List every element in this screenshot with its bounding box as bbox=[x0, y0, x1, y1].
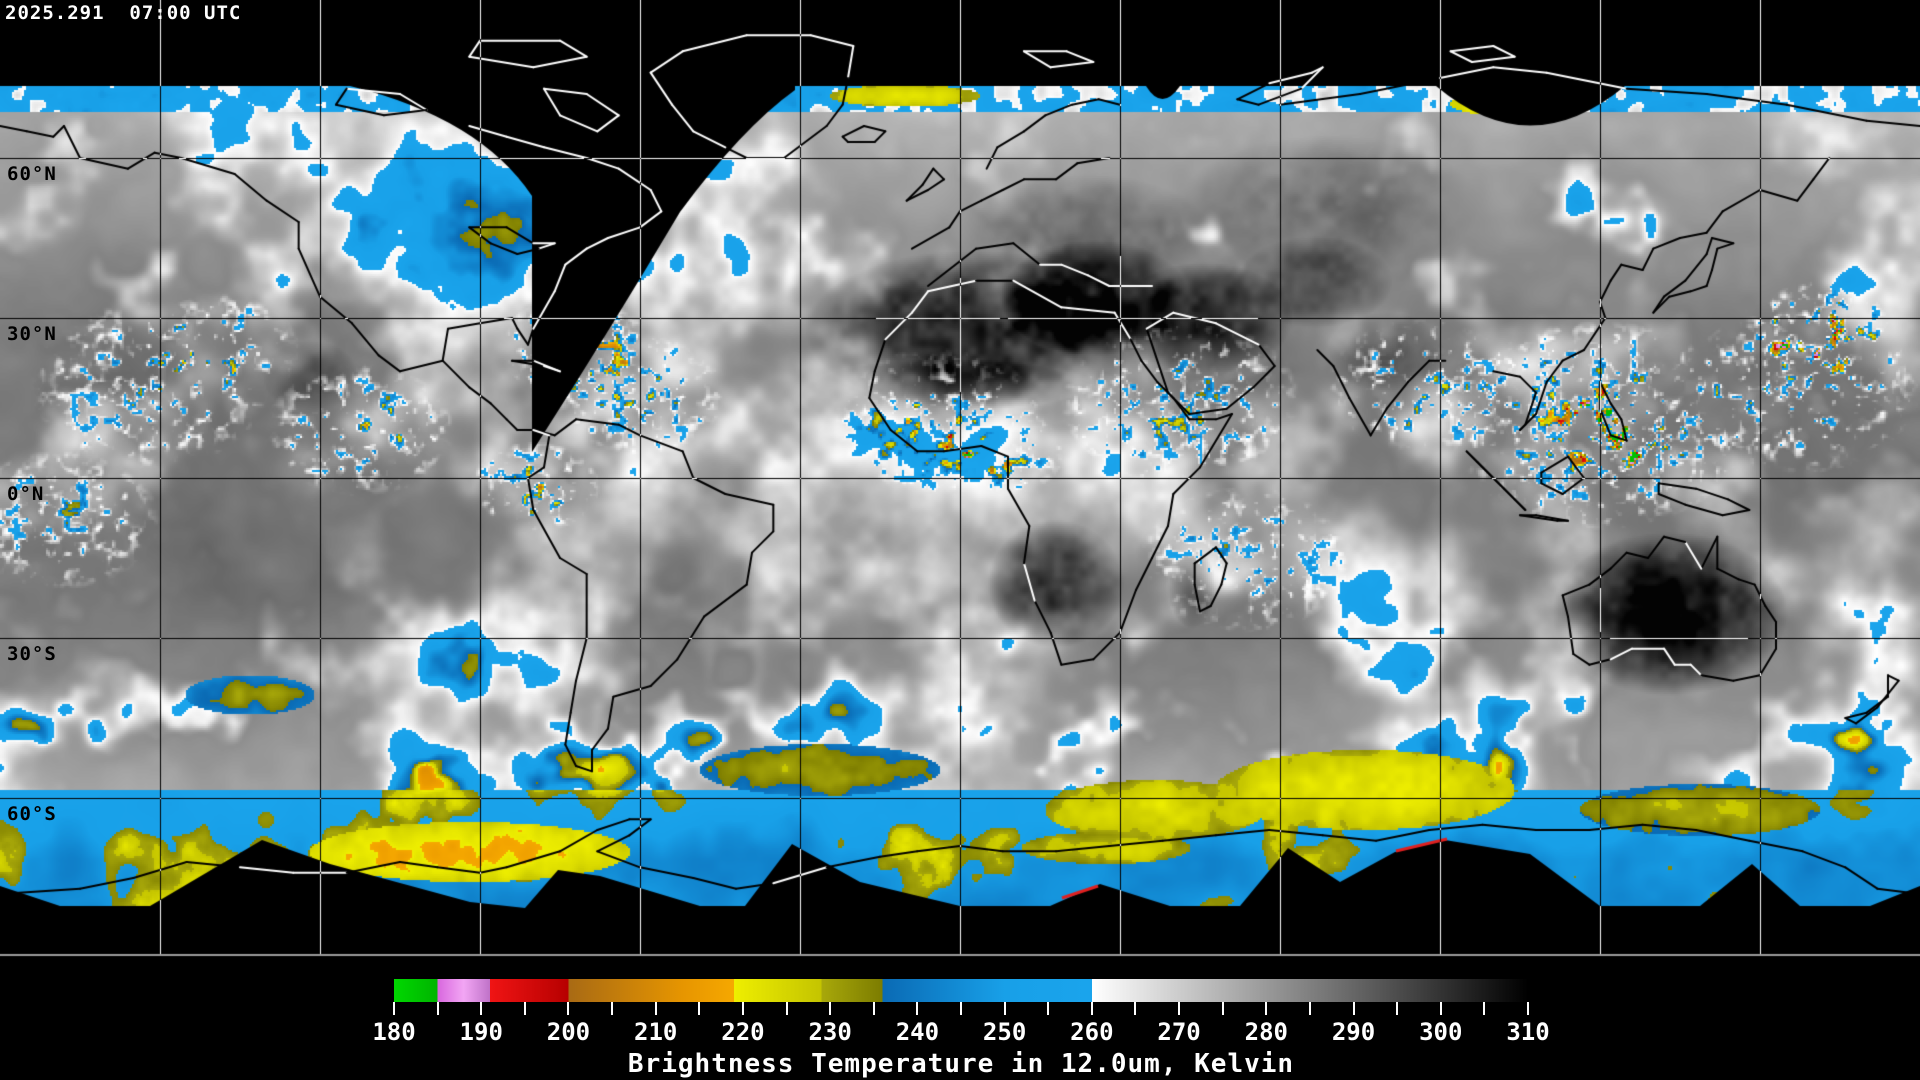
latitude-label: 60°S bbox=[7, 803, 57, 825]
colorbar-tick-label: 300 bbox=[1419, 1018, 1463, 1046]
colorbar-tick-label: 260 bbox=[1070, 1018, 1114, 1046]
colorbar-tick bbox=[1090, 1002, 1093, 1015]
colorbar-tick-label: 180 bbox=[372, 1018, 416, 1046]
colorbar-tick bbox=[916, 1002, 919, 1015]
colorbar-tick-label: 220 bbox=[721, 1018, 765, 1046]
colorbar-tick bbox=[785, 1002, 788, 1015]
colorbar-tick bbox=[611, 1002, 614, 1015]
colorbar-tick-label: 310 bbox=[1506, 1018, 1550, 1046]
latitude-label: 0°N bbox=[7, 483, 45, 505]
colorbar-tick-label: 250 bbox=[982, 1018, 1027, 1046]
colorbar-tick-label: 270 bbox=[1157, 1018, 1201, 1046]
colorbar-tick bbox=[1134, 1002, 1137, 1015]
colorbar-caption: Brightness Temperature in 12.0um, Kelvin bbox=[627, 1049, 1295, 1079]
colorbar-tick bbox=[698, 1002, 701, 1015]
colorbar-tick bbox=[393, 1002, 395, 1015]
colorbar-tick-label: 200 bbox=[546, 1018, 591, 1046]
latitude-label: 30°N bbox=[7, 323, 57, 345]
colorbar-tick-label: 230 bbox=[808, 1018, 852, 1046]
colorbar-tick-label: 240 bbox=[895, 1018, 940, 1046]
colorbar-tick bbox=[1003, 1002, 1006, 1015]
colorbar-tick bbox=[523, 1002, 526, 1015]
colorbar-tick bbox=[960, 1002, 962, 1015]
latitude-label: 30°S bbox=[7, 643, 57, 665]
colorbar-tick bbox=[1483, 1002, 1486, 1015]
colorbar-tick bbox=[567, 1002, 570, 1015]
colorbar-tick bbox=[1265, 1002, 1268, 1015]
colorbar-tick bbox=[1178, 1002, 1181, 1015]
colorbar-tick bbox=[829, 1002, 832, 1015]
colorbar-tick bbox=[1396, 1002, 1399, 1015]
colorbar-tick bbox=[1439, 1002, 1442, 1015]
latitude-label: 60°N bbox=[7, 163, 57, 185]
colorbar-tick bbox=[436, 1002, 439, 1015]
colorbar-tick-label: 190 bbox=[459, 1018, 503, 1046]
colorbar-tick bbox=[1221, 1002, 1224, 1015]
colorbar-tick bbox=[741, 1002, 744, 1015]
colorbar-tick bbox=[1047, 1002, 1050, 1015]
timestamp: 2025.291 07:00 UTC bbox=[5, 2, 242, 24]
colorbar-gradient bbox=[394, 979, 1528, 1002]
colorbar-tick-label: 210 bbox=[634, 1018, 678, 1046]
colorbar-tick bbox=[1527, 1002, 1529, 1015]
colorbar-tick bbox=[654, 1002, 657, 1015]
colorbar: 180 190 200 210 220 230 240 250 260 270 280 290 300 3… bbox=[372, 979, 1550, 1080]
colorbar-tick-label: 280 bbox=[1244, 1018, 1288, 1046]
satellite-map-canvas bbox=[0, 0, 1920, 958]
colorbar-tick bbox=[480, 1002, 483, 1015]
colorbar-tick-label: 290 bbox=[1331, 1018, 1376, 1046]
colorbar-tick bbox=[1308, 1002, 1311, 1015]
colorbar-tick bbox=[872, 1002, 875, 1015]
colorbar-tick bbox=[1352, 1002, 1355, 1015]
